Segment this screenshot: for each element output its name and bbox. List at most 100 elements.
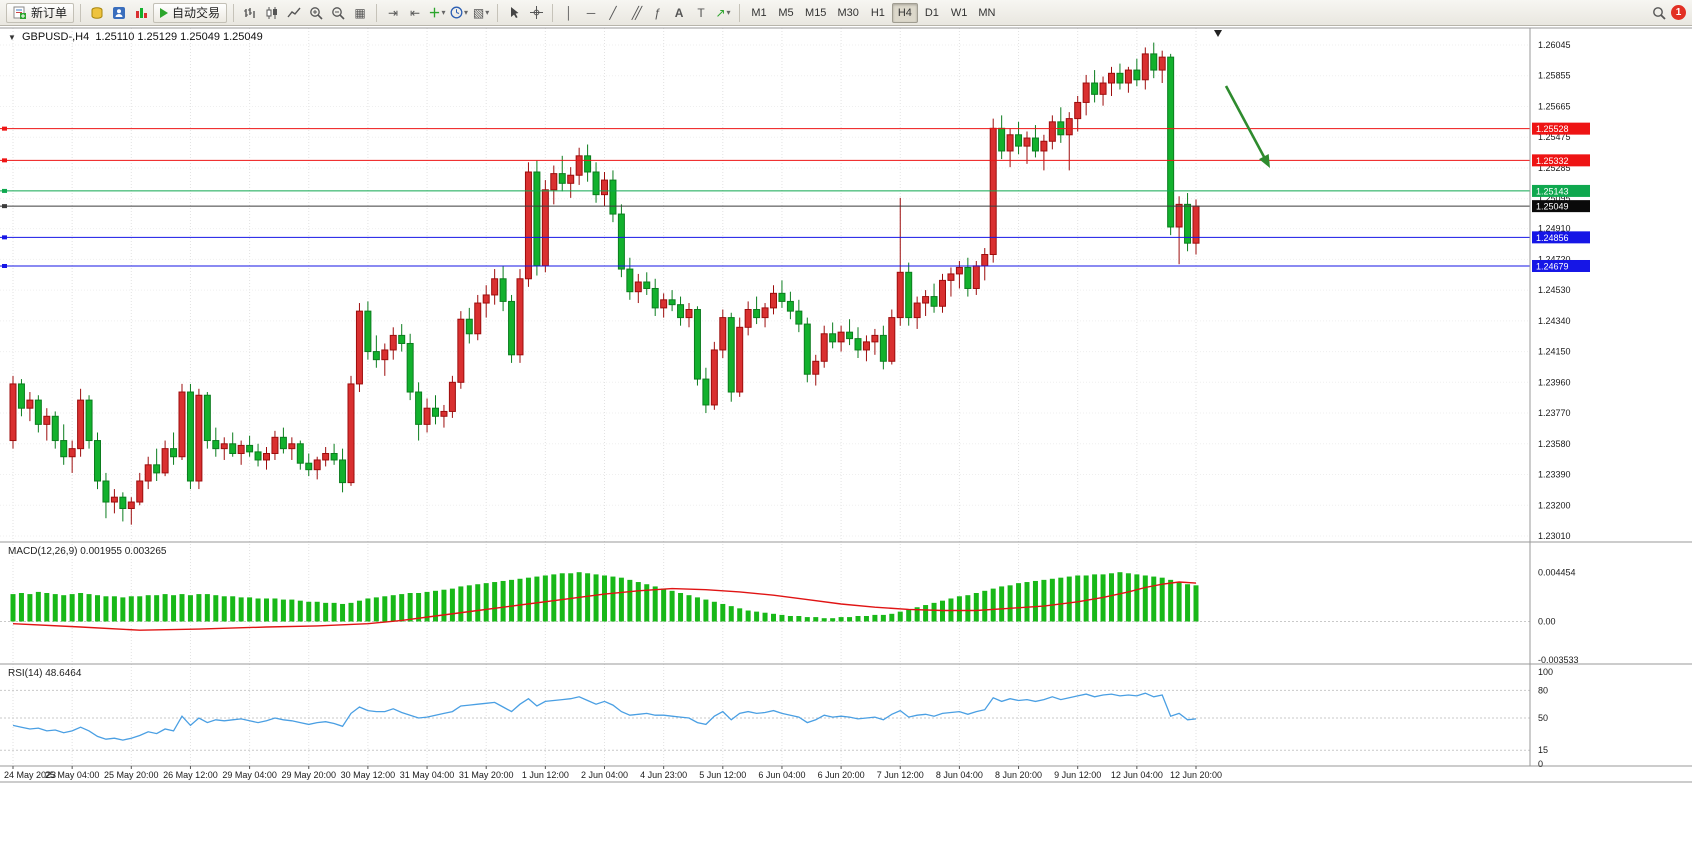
timeframe-M15[interactable]: M15 xyxy=(800,3,831,23)
level-left-marker xyxy=(2,235,7,240)
macd-bar xyxy=(956,596,962,622)
candle-body xyxy=(677,304,685,319)
rsi-indicator-label: RSI(14) 48.6464 xyxy=(8,668,82,679)
trendline-tool-icon[interactable]: ╱ xyxy=(609,5,617,20)
candle-body xyxy=(1116,72,1124,84)
candle-body xyxy=(685,309,693,319)
timeframe-H4[interactable]: H4 xyxy=(891,2,918,23)
macd-bar xyxy=(18,593,24,622)
text-tool-icon[interactable]: A xyxy=(674,5,684,20)
macd-bar xyxy=(314,601,320,622)
macd-bar xyxy=(880,614,886,622)
zoom-out-icon[interactable] xyxy=(328,3,348,23)
macd-bar xyxy=(213,595,219,622)
candle-body xyxy=(398,334,406,344)
channel-tool-icon[interactable]: ╱╱ xyxy=(631,5,643,20)
new-order-button[interactable]: 新订单 xyxy=(6,2,75,23)
tile-windows-icon[interactable]: ▦ xyxy=(354,5,366,20)
macd-bar xyxy=(137,596,143,622)
candlestick-chart-icon[interactable] xyxy=(262,3,282,23)
macd-bar xyxy=(272,598,278,622)
timeframe-W1[interactable]: W1 xyxy=(946,3,973,23)
macd-bar xyxy=(559,573,565,622)
time-tick-label: 8 Jun 20:00 xyxy=(995,770,1042,780)
arrow-annotation[interactable] xyxy=(1224,85,1270,168)
macd-bar xyxy=(1058,577,1064,622)
candle-body xyxy=(1074,101,1082,120)
indicators-icon[interactable]: ＋ ▾ xyxy=(428,5,446,20)
candle-body xyxy=(271,436,279,454)
candle-body xyxy=(693,309,701,380)
charts-icon[interactable] xyxy=(87,3,107,23)
levels-layer[interactable] xyxy=(0,126,1530,268)
macd-bar xyxy=(424,591,430,622)
macd-bar xyxy=(1168,579,1174,622)
candle-body xyxy=(288,443,296,450)
candle-body xyxy=(246,444,254,453)
price-level-badge xyxy=(1532,184,1590,197)
time-tick-label: 7 Jun 12:00 xyxy=(877,770,924,780)
candle-body xyxy=(727,317,735,393)
chart-ohlc-values: 1.25110 1.25129 1.25049 1.25049 xyxy=(95,31,263,43)
search-icon[interactable] xyxy=(1649,3,1669,23)
candle-body xyxy=(837,331,845,343)
macd-bar xyxy=(813,617,819,622)
periods-clock-icon[interactable]: ▾ xyxy=(449,3,469,23)
templates-icon[interactable]: ▧ ▾ xyxy=(472,5,490,20)
price-scale[interactable]: 1.26045 1.25855 1.25665 1.25475 1.25285 1.250… xyxy=(1532,40,1590,769)
zoom-in-icon[interactable] xyxy=(306,3,326,23)
timeframe-M1[interactable]: M1 xyxy=(746,3,772,23)
macd-bar xyxy=(703,599,709,622)
candle-body xyxy=(1184,203,1192,244)
candle-body xyxy=(94,440,101,482)
auto-trading-label: 自动交易 xyxy=(172,6,221,20)
macd-bar xyxy=(787,616,793,622)
macd-bar xyxy=(407,593,413,622)
timeframe-D1[interactable]: D1 xyxy=(919,3,945,23)
chart-shift-icon[interactable]: ⇤ xyxy=(410,5,421,20)
arrow-shaft xyxy=(1224,85,1269,164)
timeframe-M30[interactable]: M30 xyxy=(832,3,863,23)
macd-tick-label: 0.00 xyxy=(1538,616,1556,626)
candle-body xyxy=(905,271,913,319)
rsi-tick-label: 80 xyxy=(1538,685,1548,695)
macd-bar xyxy=(711,601,717,622)
chart-menu-icon[interactable]: ▼ xyxy=(8,33,16,42)
candle-body xyxy=(1040,140,1048,152)
arrows-tool-icon[interactable]: ↗ ▾ xyxy=(715,5,731,20)
vertical-line-tool-icon[interactable]: │ xyxy=(565,5,573,20)
line-chart-icon[interactable] xyxy=(284,3,304,23)
timeframe-H1[interactable]: H1 xyxy=(865,3,891,23)
candle-body xyxy=(508,300,516,356)
shift-marker[interactable] xyxy=(1214,30,1222,37)
crosshair-icon[interactable] xyxy=(526,3,546,23)
market-watch-icon[interactable] xyxy=(131,3,151,23)
profile-icon[interactable] xyxy=(109,3,129,23)
cursor-icon[interactable] xyxy=(504,3,524,23)
level-left-marker xyxy=(2,126,7,131)
candle-body xyxy=(1167,56,1175,228)
macd-bar xyxy=(306,601,312,622)
rsi-tick-label: 0 xyxy=(1538,759,1543,769)
auto-trading-button[interactable]: 自动交易 xyxy=(153,2,228,23)
candle-body xyxy=(567,174,575,184)
notification-badge[interactable]: 1 xyxy=(1671,5,1686,20)
candle-body xyxy=(643,281,651,289)
candle-body xyxy=(415,391,423,425)
horizontal-line-tool-icon[interactable]: ─ xyxy=(586,5,596,20)
candle-body xyxy=(744,309,752,328)
bar-chart-icon[interactable] xyxy=(240,3,260,23)
timeframe-MN[interactable]: MN xyxy=(973,3,1000,23)
macd-bar xyxy=(416,593,422,622)
timeframe-M5[interactable]: M5 xyxy=(773,3,799,23)
macd-bar xyxy=(162,594,168,622)
candle-body xyxy=(1141,53,1149,81)
label-tool-icon[interactable]: T xyxy=(697,5,705,20)
macd-bar xyxy=(872,614,878,622)
fibonacci-tool-icon[interactable]: ƒ xyxy=(653,5,661,20)
macd-bar xyxy=(585,573,591,622)
candle-body xyxy=(998,127,1006,152)
auto-scroll-icon[interactable]: ⇥ xyxy=(388,5,399,20)
